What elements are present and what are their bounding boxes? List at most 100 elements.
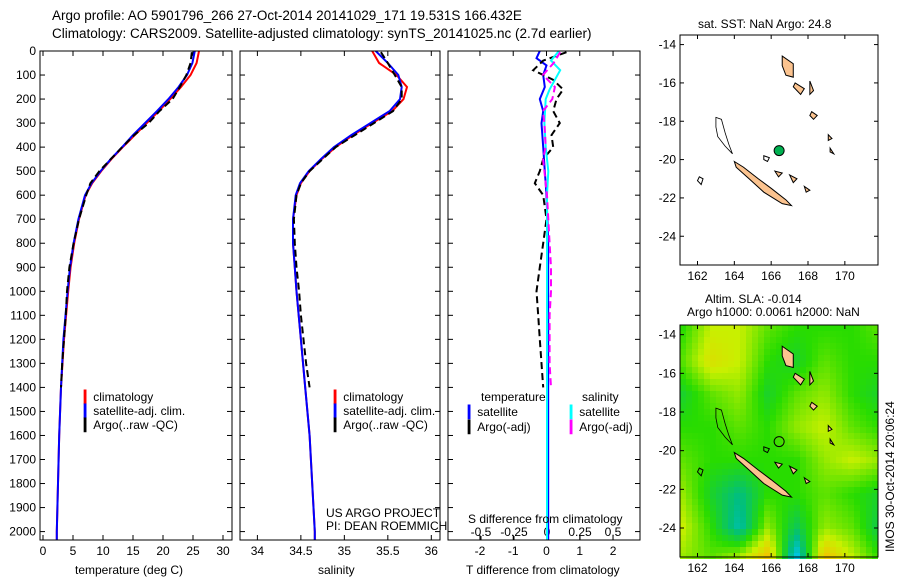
sla-cell xyxy=(734,547,740,553)
sla-cell xyxy=(734,517,740,523)
sla-cell xyxy=(872,433,878,439)
sla-cell xyxy=(710,535,716,541)
sla-cell xyxy=(848,379,854,385)
sla-cell xyxy=(818,463,824,469)
sla-cell xyxy=(764,517,770,523)
sla-cell xyxy=(782,337,788,343)
sla-cell xyxy=(710,379,716,385)
sla-cell xyxy=(680,523,686,529)
y-tick-label: 0 xyxy=(29,44,36,58)
sla-cell xyxy=(716,463,722,469)
sla-cell xyxy=(872,505,878,511)
sla-cell xyxy=(788,517,794,523)
sla-cell xyxy=(854,409,860,415)
sla-cell xyxy=(794,397,800,403)
sla-cell xyxy=(794,379,800,385)
sla-cell xyxy=(788,367,794,373)
sla-cell xyxy=(824,493,830,499)
sla-cell xyxy=(782,541,788,547)
sla-cell xyxy=(776,481,782,487)
sla-cell xyxy=(782,451,788,457)
sla-cell xyxy=(770,361,776,367)
sla-cell xyxy=(794,391,800,397)
sla-cell xyxy=(854,523,860,529)
sla-cell xyxy=(728,367,734,373)
sla-cell xyxy=(698,553,704,559)
sla-cell xyxy=(764,469,770,475)
sla-cell xyxy=(704,535,710,541)
sla-cell xyxy=(866,439,872,445)
sla-cell xyxy=(860,433,866,439)
s-diff-tick-label: 0.25 xyxy=(568,525,592,539)
y-tick-label: 600 xyxy=(16,188,36,202)
sla-cell xyxy=(860,379,866,385)
sla-cell xyxy=(782,517,788,523)
map-lat-label: -20 xyxy=(659,444,677,458)
sla-cell xyxy=(680,331,686,337)
sla-cell xyxy=(836,535,842,541)
sla-cell xyxy=(836,553,842,559)
sla-cell xyxy=(692,373,698,379)
sla-cell xyxy=(812,493,818,499)
map-lat-label: -22 xyxy=(659,191,677,205)
sla-cell xyxy=(848,463,854,469)
sla-cell xyxy=(770,511,776,517)
sla-cell xyxy=(836,469,842,475)
sla-cell xyxy=(830,349,836,355)
sla-cell xyxy=(842,469,848,475)
sla-cell xyxy=(860,487,866,493)
sla-cell xyxy=(800,325,806,331)
sla-cell xyxy=(752,331,758,337)
sla-cell xyxy=(764,361,770,367)
sla-cell xyxy=(686,343,692,349)
sla-cell xyxy=(794,517,800,523)
legend-header: temperature xyxy=(481,390,546,404)
sla-cell xyxy=(800,469,806,475)
island xyxy=(803,476,811,485)
sla-cell xyxy=(842,529,848,535)
sla-cell xyxy=(740,415,746,421)
sla-cell xyxy=(788,373,794,379)
sla-cell xyxy=(728,379,734,385)
sla-cell xyxy=(716,343,722,349)
sla-cell xyxy=(758,541,764,547)
x-tick-label: 20 xyxy=(156,544,170,558)
sla-cell xyxy=(818,331,824,337)
sla-cell xyxy=(722,535,728,541)
sla-cell xyxy=(806,541,812,547)
sla-cell xyxy=(710,511,716,517)
sla-cell xyxy=(782,385,788,391)
sla-cell xyxy=(686,457,692,463)
y-tick-label: 300 xyxy=(16,116,36,130)
sla-cell xyxy=(866,547,872,553)
sla-cell xyxy=(752,361,758,367)
sla-cell xyxy=(806,367,812,373)
sla-cell xyxy=(866,475,872,481)
sla-cell xyxy=(776,361,782,367)
sla-cell xyxy=(704,409,710,415)
sla-cell xyxy=(824,331,830,337)
sla-cell xyxy=(746,523,752,529)
sla-cell xyxy=(692,439,698,445)
legend-item-argo: ▎Argo(..raw -QC) xyxy=(334,418,428,432)
sla-cell xyxy=(866,451,872,457)
sla-cell xyxy=(842,487,848,493)
legend-label: Argo(-adj) xyxy=(477,420,531,434)
sla-cell xyxy=(716,451,722,457)
sla-cell xyxy=(722,439,728,445)
sla-cell xyxy=(740,331,746,337)
sla-cell xyxy=(746,487,752,493)
sla-cell xyxy=(800,457,806,463)
sla-cell xyxy=(698,379,704,385)
sla-cell xyxy=(782,481,788,487)
sla-cell xyxy=(752,445,758,451)
sla-cell xyxy=(734,349,740,355)
sla-cell xyxy=(716,415,722,421)
sla-cell xyxy=(746,535,752,541)
sla-cell xyxy=(758,367,764,373)
sla-cell xyxy=(710,349,716,355)
sla-cell xyxy=(830,415,836,421)
sla-cell xyxy=(842,337,848,343)
sla-cell xyxy=(740,445,746,451)
